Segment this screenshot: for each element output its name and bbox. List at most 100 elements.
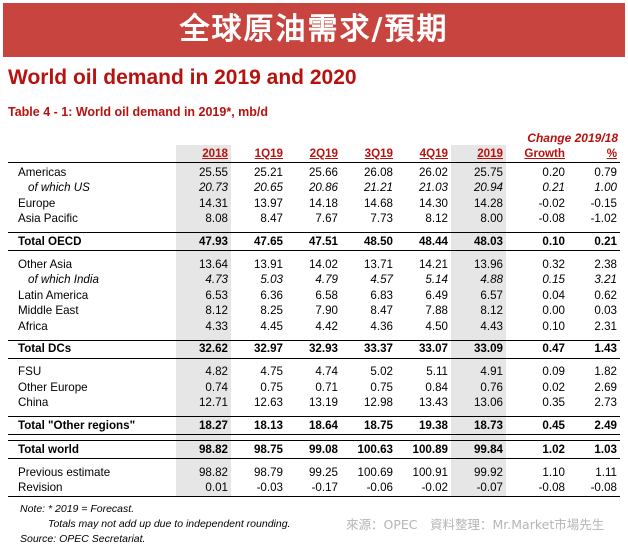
cell-1q19: 13.91: [253, 257, 283, 271]
spacer-row: [8, 250, 620, 257]
cell-2018: 13.64: [176, 256, 231, 272]
cell-4q19: 14.21: [418, 257, 448, 271]
cell-2q19: 25.66: [308, 165, 338, 179]
cell-2019: 0.76: [451, 379, 506, 395]
cell-3q19: 100.63: [341, 440, 396, 459]
cell-1q19: 4.75: [260, 365, 283, 378]
cell-2018: 4.73: [176, 272, 231, 288]
row-label: Revision: [8, 480, 176, 497]
cell-1q19: 98.75: [231, 440, 286, 459]
row-label: Other Asia: [18, 257, 73, 271]
spacer-row: [8, 410, 620, 417]
row-label: China: [18, 396, 49, 409]
cell-3q19: 4.57: [370, 273, 393, 286]
cell-1q19: 32.97: [231, 339, 286, 359]
table-row-total-world: Total world 98.82 98.75 99.08 100.63 100.89 99…: [8, 440, 620, 459]
table-row-previous: Previous estimate 98.82 98.79 99.25 100.69 10…: [8, 464, 620, 480]
cell-4q19: 21.03: [418, 181, 448, 194]
banner-title: 全球原油需求/預期: [3, 3, 625, 57]
main-title: World oil demand in 2019 and 2020: [8, 66, 357, 89]
cell-4q19: -0.02: [396, 480, 451, 497]
cell-pct: 1.43: [568, 339, 620, 359]
cell-1q19: 18.13: [231, 416, 286, 435]
cell-pct: 1.03: [568, 440, 620, 459]
cell-3q19: 12.98: [363, 396, 393, 409]
cell-2018: 18.27: [176, 416, 231, 435]
cell-pct: 0.62: [594, 288, 617, 302]
cell-3q19: 7.73: [370, 212, 393, 225]
source-credit: 來源：OPEC 資料整理：Mr.Market市場先生: [346, 517, 605, 532]
notes: Note: * 2019 = Forecast. Totals may not …: [20, 502, 290, 547]
cell-4q19: 4.50: [425, 319, 448, 333]
cell-growth: 0.15: [542, 273, 565, 286]
table-row-total-other: Total "Other regions" 18.27 18.13 18.64 18.7…: [8, 416, 620, 435]
cell-1q19: 0.75: [260, 380, 283, 394]
cell-2019: 20.94: [451, 180, 506, 196]
spacer-row: [8, 226, 620, 233]
cell-pct: 0.03: [594, 304, 617, 317]
cell-2019: 25.75: [451, 162, 506, 180]
cell-3q19: 8.47: [370, 304, 393, 317]
cell-growth: -0.02: [538, 196, 565, 210]
cell-3q19: -0.06: [341, 480, 396, 497]
table-row-asia-pacific: Asia Pacific 8.08 8.47 7.67 7.73 8.12 8.00 -0.0…: [8, 211, 620, 227]
cell-growth: -0.08: [538, 212, 565, 225]
column-header: 2018: [176, 145, 231, 163]
cell-1q19: 98.79: [253, 465, 283, 479]
cell-2018: 0.01: [176, 480, 231, 497]
note-source: Source: OPEC Secretariat.: [20, 533, 146, 545]
cell-pct: 1.82: [594, 365, 617, 378]
cell-pct: 2.38: [594, 257, 617, 271]
cell-2019: -0.07: [451, 480, 506, 497]
cell-2q19: 18.64: [286, 416, 341, 435]
cell-pct: 2.49: [568, 416, 620, 435]
cell-growth: 0.10: [542, 319, 565, 333]
table-row-india: of which India 4.73 5.03 4.79 4.57 5.14 4.88 0.…: [8, 272, 620, 288]
spacer-row: [8, 458, 620, 465]
cell-growth: 1.02: [506, 440, 568, 459]
cell-1q19: 25.21: [253, 165, 283, 179]
cell-4q19: 26.02: [418, 165, 448, 179]
cell-2019: 8.12: [451, 303, 506, 319]
cell-3q19: 33.37: [341, 339, 396, 359]
cell-3q19: 100.69: [357, 465, 393, 479]
cell-2q19: 32.93: [286, 339, 341, 359]
row-label: Previous estimate: [18, 465, 111, 479]
cell-2q19: 14.18: [308, 196, 338, 210]
spacer-row: [8, 434, 620, 441]
spacer-row: [8, 334, 620, 340]
cell-2018: 4.82: [176, 364, 231, 380]
table-title: Table 4 - 1: World oil demand in 2019*, …: [8, 105, 269, 119]
cell-2018: 20.73: [176, 180, 231, 196]
cell-pct: 0.79: [594, 165, 617, 179]
row-label: Africa: [18, 319, 48, 333]
cell-growth: 0.21: [542, 181, 565, 194]
row-label: Total "Other regions": [8, 416, 176, 435]
column-header: 4Q19: [396, 145, 451, 163]
row-label: of which US: [28, 181, 90, 194]
cell-2018: 98.82: [176, 464, 231, 480]
row-label: Middle East: [18, 304, 79, 317]
cell-2q19: 7.90: [315, 304, 338, 317]
change-header: Change 2019/18: [527, 131, 618, 145]
cell-2018: 12.71: [176, 395, 231, 411]
cell-4q19: 19.38: [396, 416, 451, 435]
note-rounding: Totals may not add up due to independent…: [48, 518, 291, 530]
cell-1q19: 8.25: [260, 304, 283, 317]
cell-growth: 0.00: [542, 304, 565, 317]
column-header: 2Q19: [286, 145, 341, 163]
cell-1q19: 13.97: [253, 196, 283, 210]
cell-pct: 2.73: [594, 396, 617, 409]
table-row-europe: Europe 14.31 13.97 14.18 14.68 14.30 14.28 -0.0…: [8, 195, 620, 211]
cell-2018: 8.12: [176, 303, 231, 319]
header-empty: [8, 145, 176, 163]
cell-1q19: 5.03: [260, 273, 283, 286]
table-row-us: of which US 20.73 20.65 20.86 21.21 21.03 20.9…: [8, 180, 620, 196]
cell-2019: 48.03: [451, 232, 506, 251]
cell-2q19: 0.71: [315, 380, 338, 394]
column-header: 3Q19: [341, 145, 396, 163]
cell-3q19: 13.71: [363, 257, 393, 271]
table-row-latin-america: Latin America 6.53 6.36 6.58 6.83 6.49 6.57 0.0…: [8, 287, 620, 303]
table-row-americas: Americas 25.55 25.21 25.66 26.08 26.02 25.75 0.…: [8, 162, 620, 180]
cell-1q19: 6.36: [260, 288, 283, 302]
